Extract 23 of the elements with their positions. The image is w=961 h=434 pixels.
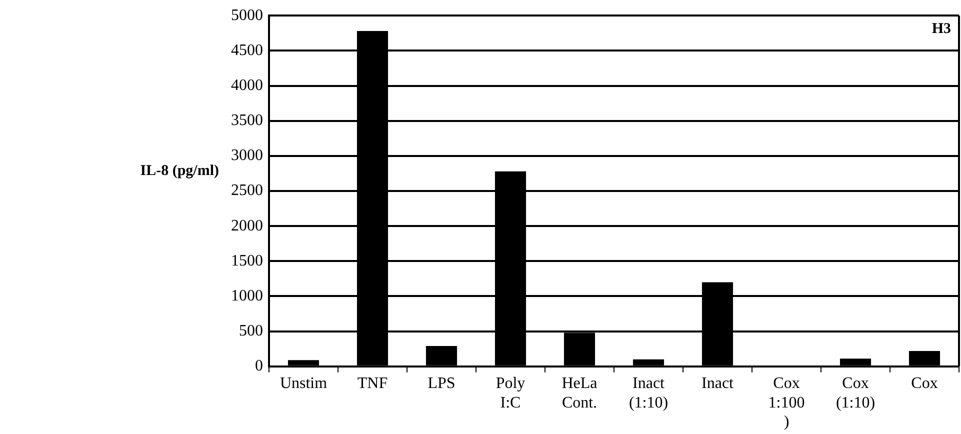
y-tick-label: 500 bbox=[239, 322, 263, 340]
x-tick-label: Unstim bbox=[280, 375, 328, 392]
y-tick-label: 1000 bbox=[231, 287, 263, 304]
x-tick-label: Cox (1:10) bbox=[836, 375, 876, 412]
y-tick-label: 2500 bbox=[231, 182, 263, 200]
y-tick-label: 3500 bbox=[231, 112, 263, 130]
y-tick-label: 0 bbox=[255, 358, 263, 375]
annotation: H3 bbox=[932, 20, 951, 37]
y-tick-label: 4500 bbox=[231, 42, 263, 59]
x-tick-label: Poly I:C bbox=[496, 375, 526, 412]
x-tick-label: LPS bbox=[428, 375, 456, 392]
x-tick-label: TNF bbox=[357, 375, 388, 392]
y-tick-label: 2000 bbox=[231, 217, 263, 234]
x-tick-label: Cox 1:100 ) bbox=[768, 375, 805, 431]
y-axis-title: IL-8 (pg/ml) bbox=[140, 162, 220, 179]
y-tick-label: 3000 bbox=[231, 147, 263, 164]
x-tick-label: Cox bbox=[911, 375, 938, 392]
y-tick-label: 1500 bbox=[231, 252, 263, 270]
y-tick-label: 4000 bbox=[231, 76, 263, 94]
x-tick-label: HeLa Cont. bbox=[562, 375, 598, 412]
y-tick-label: 5000 bbox=[231, 6, 263, 24]
x-tick-label: Inact bbox=[702, 375, 734, 392]
x-tick-label: Inact (1:10) bbox=[628, 375, 668, 412]
